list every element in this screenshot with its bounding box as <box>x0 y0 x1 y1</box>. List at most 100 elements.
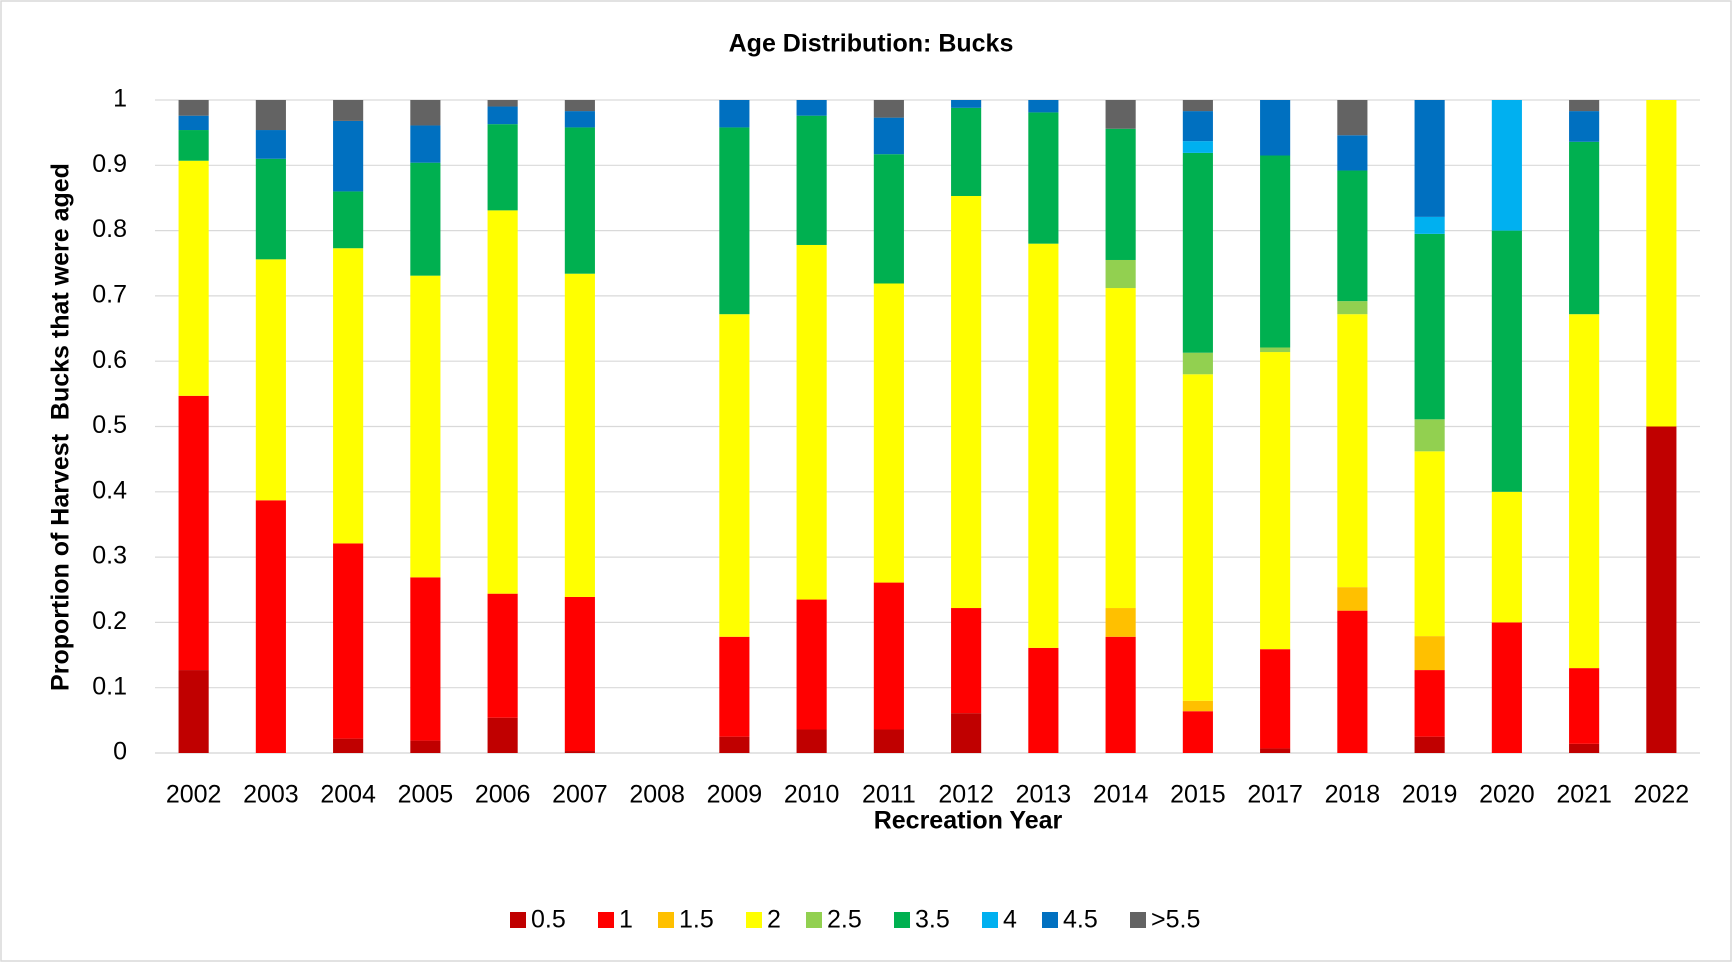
x-tick-label: 2017 <box>1247 781 1303 809</box>
y-tick-label: 0 <box>113 738 127 766</box>
legend-swatch <box>746 912 762 928</box>
bar-segment <box>178 160 209 396</box>
bar-segment <box>1182 352 1213 375</box>
bar-segment <box>1028 112 1059 244</box>
bar-segment <box>564 751 595 753</box>
bar-segment <box>255 259 286 501</box>
bar-segment <box>1646 100 1677 427</box>
bar-segment <box>1414 216 1445 234</box>
bar-segment <box>487 210 518 594</box>
x-tick-label: 2021 <box>1556 781 1612 809</box>
bar-segment <box>1260 649 1291 749</box>
bar-segment <box>564 100 595 112</box>
legend-label: 1 <box>619 906 633 934</box>
x-tick-label: 2018 <box>1325 781 1381 809</box>
bar-segment <box>410 577 441 741</box>
bar-segment <box>1414 636 1445 671</box>
legend-label: 0.5 <box>531 906 566 934</box>
legend-swatch <box>510 912 526 928</box>
x-tick-label: 2015 <box>1170 781 1226 809</box>
x-tick-label: 2009 <box>707 781 763 809</box>
bar-segment <box>1337 301 1368 315</box>
bar-segment <box>1414 736 1445 753</box>
legend-swatch <box>598 912 614 928</box>
bar-segment <box>333 738 364 753</box>
bar-segment <box>1569 668 1600 744</box>
bar-segment <box>410 275 441 578</box>
y-tick-label: 0.8 <box>92 215 127 243</box>
x-tick-label: 2003 <box>243 781 299 809</box>
chart-title: Age Distribution: Bucks <box>729 30 1014 58</box>
bar-segment <box>1491 491 1522 623</box>
legend-label: 1.5 <box>679 906 714 934</box>
bar-segment <box>719 127 750 315</box>
bar-segment <box>1414 670 1445 737</box>
bar-segment <box>487 124 518 211</box>
bar-segment <box>1337 587 1368 611</box>
y-tick-label: 0.6 <box>92 346 127 374</box>
y-tick-label: 0.5 <box>92 411 127 439</box>
bar-segment <box>951 100 982 108</box>
y-tick-label: 0.7 <box>92 281 127 309</box>
bar-segment <box>796 729 827 753</box>
bar-segment <box>333 248 364 544</box>
bar-segment <box>1260 352 1291 650</box>
x-tick-label: 2010 <box>784 781 840 809</box>
bar-segment <box>1182 111 1213 142</box>
x-axis-title: Recreation Year <box>874 807 1063 835</box>
bar-segment <box>1260 155 1291 348</box>
bar-segment <box>1491 230 1522 492</box>
bar-segment <box>1337 135 1368 171</box>
bar-segment <box>178 130 209 161</box>
bar-segment <box>873 154 904 284</box>
bar-segment <box>951 713 982 753</box>
legend-swatch <box>658 912 674 928</box>
bar-segment <box>1646 426 1677 753</box>
bar-segment <box>873 729 904 753</box>
y-tick-label: 1 <box>113 85 127 113</box>
x-tick-label: 2007 <box>552 781 608 809</box>
bar-segment <box>1028 100 1059 113</box>
x-tick-label: 2022 <box>1634 781 1690 809</box>
bar-segment <box>1105 636 1136 753</box>
bar-segment <box>410 162 441 276</box>
bar-segment <box>1182 374 1213 701</box>
bar-segment <box>333 543 364 739</box>
bar-segment <box>1260 100 1291 156</box>
bar-segment <box>719 100 750 128</box>
bar-segment <box>1028 243 1059 648</box>
bars <box>178 100 1677 753</box>
bar-segment <box>487 593 518 718</box>
bar-segment <box>1182 100 1213 112</box>
bar-segment <box>1569 100 1600 112</box>
bar-segment <box>1105 100 1136 129</box>
legend-swatch <box>806 912 822 928</box>
legend-swatch <box>894 912 910 928</box>
x-tick-label: 2005 <box>398 781 454 809</box>
y-tick-label: 0.3 <box>92 542 127 570</box>
bar-segment <box>1105 608 1136 637</box>
bar-segment <box>1569 314 1600 669</box>
y-axis-title: Proportion of Harvest Bucks that were ag… <box>47 163 75 691</box>
y-tick-label: 0.4 <box>92 476 127 504</box>
y-tick-label: 0.2 <box>92 607 127 635</box>
x-tick-label: 2014 <box>1093 781 1149 809</box>
legend-label: 2.5 <box>827 906 862 934</box>
bar-segment <box>1414 233 1445 420</box>
bar-segment <box>873 100 904 118</box>
bar-segment <box>873 117 904 155</box>
bar-segment <box>796 100 827 116</box>
bar-segment <box>1182 711 1213 753</box>
bar-segment <box>487 100 518 107</box>
bar-segment <box>1028 647 1059 753</box>
bar-segment <box>1182 700 1213 712</box>
bar-segment <box>487 106 518 125</box>
bar-segment <box>796 244 827 600</box>
bar-segment <box>873 283 904 583</box>
bar-segment <box>1569 141 1600 315</box>
bar-segment <box>1105 288 1136 609</box>
bar-segment <box>1260 748 1291 753</box>
bar-segment <box>410 125 441 163</box>
bar-segment <box>719 736 750 753</box>
bar-segment <box>410 740 441 753</box>
